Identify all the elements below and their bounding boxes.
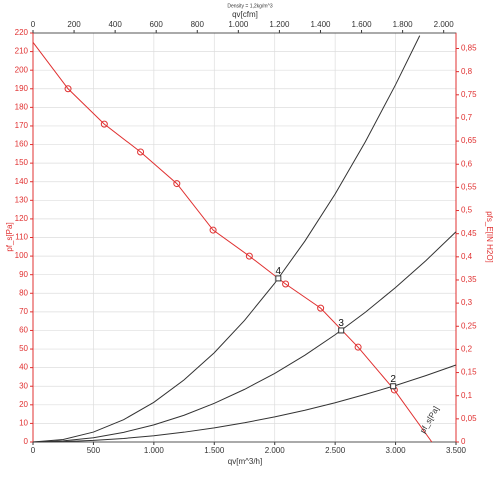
point-marker [173,180,181,188]
y-tick-label: 200 [15,65,29,74]
y2-tick-label: 0,8 [461,67,473,76]
y2-tick-label: 0,55 [461,182,477,191]
x2-tick-label: 1.200 [269,20,290,29]
x-tick-label: 1.500 [204,446,225,455]
y-tick-label: 90 [19,270,28,279]
x2-tick-label: 2.000 [434,20,455,29]
point-marker [354,343,362,351]
series-label: pf_s[Pa] [418,405,440,435]
y-tick-label: 160 [15,140,29,149]
y-tick-label: 40 [19,363,28,372]
y-axis-label: pf_s[Pa] [5,222,14,251]
x-axis-label: qv[m^3/h] [228,457,262,466]
y2-tick-label: 0,45 [461,229,477,238]
x2-tick-label: 1.000 [228,20,249,29]
x-tick-label: 500 [87,446,101,455]
y2-tick-label: 0,5 [461,206,473,215]
operating-point-label: 3 [338,318,344,329]
y2-tick-label: 0,7 [461,113,473,122]
y2-tick-label: 0,1 [461,391,473,400]
y2-tick-label: 0,85 [461,44,477,53]
x-tick-label: 2.000 [265,446,286,455]
y-tick-label: 50 [19,344,28,353]
operating-point [275,275,282,282]
x2-axis-label: qv[cfm] [232,10,258,19]
y-tick-label: 190 [15,84,29,93]
y-tick-label: 30 [19,381,28,390]
operating-point-label: 2 [390,374,396,385]
point-marker [100,120,108,128]
x2-tick-label: 0 [31,20,36,29]
series-line [32,41,433,443]
y-tick-label: 180 [15,102,29,111]
series-line [32,35,421,443]
y2-axis-label: pfs_E[IN H2O] [485,211,494,263]
x2-tick-label: 200 [67,20,81,29]
y-tick-label: 70 [19,307,28,316]
point-marker [245,252,253,260]
point-marker [282,280,290,288]
y-tick-label: 170 [15,121,29,130]
x2-tick-label: 1.600 [352,20,373,29]
y-tick-label: 210 [15,47,29,56]
y-tick-label: 0 [24,437,29,446]
y2-tick-label: 0,65 [461,136,477,145]
x-tick-label: 3.000 [386,446,407,455]
x2-tick-label: 1.400 [310,20,331,29]
y2-tick-label: 0,2 [461,345,473,354]
series-line [32,364,457,443]
y2-tick-label: 0,4 [461,252,473,261]
y-tick-label: 110 [15,233,28,242]
y-tick-label: 120 [15,214,29,223]
operating-point [338,327,345,334]
y-tick-label: 140 [15,177,29,186]
x2-tick-label: 800 [191,20,205,29]
y2-tick-label: 0,25 [461,321,477,330]
y2-tick-label: 0,75 [461,90,477,99]
y-tick-label: 60 [19,326,28,335]
y-tick-label: 130 [15,195,29,204]
operating-point-label: 4 [276,266,282,277]
y2-tick-label: 0,35 [461,275,477,284]
x2-tick-label: 1.800 [393,20,414,29]
y2-tick-label: 0,3 [461,298,473,307]
y-tick-label: 220 [15,28,29,37]
point-marker [317,304,325,312]
x2-tick-label: 600 [150,20,164,29]
y2-tick-label: 0 [461,437,466,446]
point-marker [209,226,217,234]
point-marker [137,148,145,156]
chart-title: Density = 1,2kg/m^3 [227,3,273,9]
y2-tick-label: 0,05 [461,414,477,423]
x-tick-label: 1.000 [144,446,165,455]
y-tick-label: 150 [15,158,29,167]
x2-tick-label: 400 [108,20,122,29]
x-tick-label: 3.500 [446,446,467,455]
y-tick-label: 10 [19,419,28,428]
operating-point [390,383,397,390]
y-tick-label: 100 [15,251,29,260]
y2-tick-label: 0,6 [461,159,473,168]
y-tick-label: 20 [19,400,28,409]
x-tick-label: 0 [31,446,36,455]
y2-tick-label: 0,15 [461,368,477,377]
series-line [32,231,457,443]
x-tick-label: 2.500 [325,446,346,455]
y-tick-label: 80 [19,288,28,297]
point-marker [64,85,72,93]
